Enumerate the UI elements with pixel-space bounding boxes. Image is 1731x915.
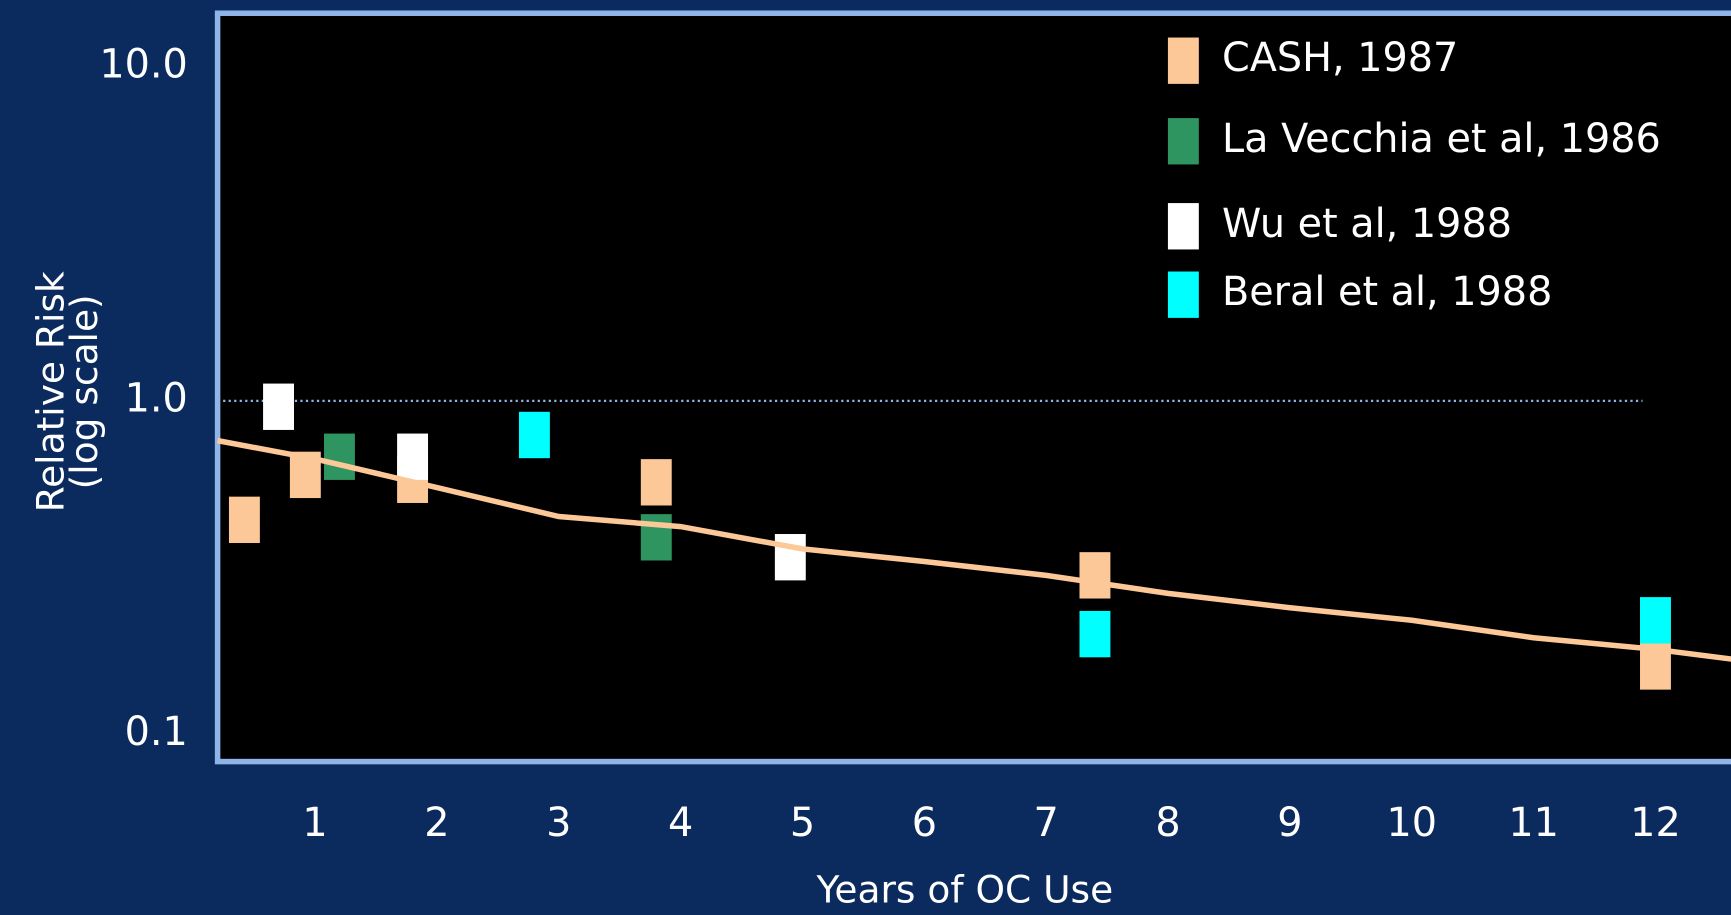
data-point (518, 411, 550, 459)
legend-swatch (1167, 271, 1199, 318)
plot-frame (214, 10, 1731, 765)
x-tick-label: 12 (1630, 800, 1681, 846)
data-point (640, 459, 672, 506)
x-tick-label: 4 (668, 800, 693, 846)
data-point (1079, 610, 1111, 658)
y-tick-label: 0.1 (125, 709, 188, 755)
x-tick-label: 10 (1386, 800, 1437, 846)
data-point (228, 496, 260, 544)
legend-swatch (1167, 203, 1199, 250)
legend-label: La Vecchia et al, 1986 (1222, 116, 1661, 162)
x-tick-label: 7 (1034, 800, 1059, 846)
legend-swatch (1167, 118, 1199, 165)
y-tick-label: 1.0 (125, 375, 188, 421)
legend-label: Beral et al, 1988 (1222, 269, 1552, 315)
y-tick-label: 10.0 (99, 42, 187, 88)
x-tick-label: 9 (1277, 800, 1302, 846)
trend-line (217, 437, 1731, 662)
data-point (263, 383, 294, 430)
legend-label: Wu et al, 1988 (1222, 201, 1512, 247)
x-tick-label: 1 (302, 800, 327, 846)
y-axis-title: Relative Risk (log scale) (29, 271, 106, 512)
x-tick-label: 8 (1155, 800, 1180, 846)
data-point (774, 534, 806, 581)
data-point (1079, 552, 1111, 599)
x-tick-label: 2 (424, 800, 449, 846)
y-axis-title-line: Relative Risk (29, 271, 73, 512)
data-point (1640, 597, 1671, 644)
x-tick-label: 6 (912, 800, 937, 846)
legend-swatch (1167, 37, 1199, 84)
data-point (397, 433, 429, 480)
x-tick-label: 5 (790, 800, 815, 846)
data-point (324, 433, 355, 480)
x-tick-label: 3 (546, 800, 571, 846)
x-axis-title: Years of OC Use (815, 867, 1113, 911)
y-axis-title-line: (log scale) (62, 294, 106, 489)
legend-label: CASH, 1987 (1222, 35, 1458, 81)
x-tick-label: 11 (1508, 800, 1559, 846)
